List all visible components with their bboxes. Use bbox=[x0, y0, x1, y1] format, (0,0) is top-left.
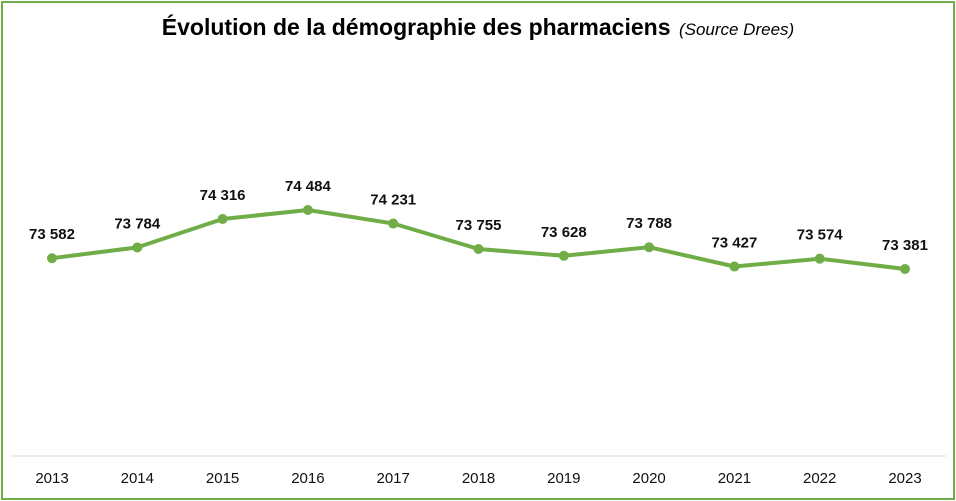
x-tick-label-2014: 2014 bbox=[121, 470, 154, 487]
point-marker-2016 bbox=[302, 205, 313, 215]
x-tick-label-2020: 2020 bbox=[632, 470, 665, 487]
data-label-2023: 73 381 bbox=[882, 237, 928, 254]
data-label-2022: 73 574 bbox=[797, 227, 844, 244]
data-label-2017: 74 231 bbox=[370, 192, 416, 209]
data-label-2016: 74 484 bbox=[285, 178, 332, 195]
x-tick-label-2018: 2018 bbox=[462, 470, 495, 487]
x-tick-label-2017: 2017 bbox=[377, 470, 410, 487]
x-tick-label-2013: 2013 bbox=[35, 470, 68, 487]
x-tick-label-2021: 2021 bbox=[718, 470, 751, 487]
x-tick-label-2022: 2022 bbox=[803, 470, 836, 487]
point-markers bbox=[47, 205, 910, 274]
data-label-2013: 73 582 bbox=[29, 226, 75, 243]
point-marker-2017 bbox=[388, 218, 399, 229]
data-labels: 73 582 73 784 74 316 74 484 74 231 73 755 73 6… bbox=[29, 178, 928, 254]
data-label-2014: 73 784 bbox=[114, 215, 161, 232]
data-label-2019: 73 628 bbox=[541, 224, 587, 241]
data-label-2020: 73 788 bbox=[626, 215, 672, 232]
point-marker-2019 bbox=[558, 250, 569, 261]
x-tick-label-2023: 2023 bbox=[888, 470, 921, 487]
x-tick-label-2019: 2019 bbox=[547, 470, 580, 487]
chart-title-source: (Source Drees) bbox=[678, 20, 795, 39]
chart-title: Évolution de la démographie des pharmaci… bbox=[0, 14, 956, 41]
point-marker-2013 bbox=[47, 253, 57, 264]
x-tick-labels: 2013 2014 2015 2016 2017 2018 2019 2020 2021 2022… bbox=[35, 470, 921, 487]
point-marker-2020 bbox=[644, 242, 655, 253]
point-marker-2018 bbox=[473, 243, 484, 254]
point-marker-2014 bbox=[132, 242, 143, 253]
point-marker-2015 bbox=[217, 213, 228, 224]
point-marker-2021 bbox=[729, 261, 740, 272]
x-tick-label-2016: 2016 bbox=[291, 470, 324, 487]
data-label-2021: 73 427 bbox=[711, 235, 757, 252]
point-marker-2022 bbox=[814, 253, 825, 264]
data-label-2018: 73 755 bbox=[456, 217, 502, 234]
data-label-2015: 74 316 bbox=[200, 187, 246, 204]
x-tick-label-2015: 2015 bbox=[206, 470, 239, 487]
point-marker-2023 bbox=[900, 264, 910, 274]
chart-title-main: Évolution de la démographie des pharmaci… bbox=[161, 14, 671, 40]
